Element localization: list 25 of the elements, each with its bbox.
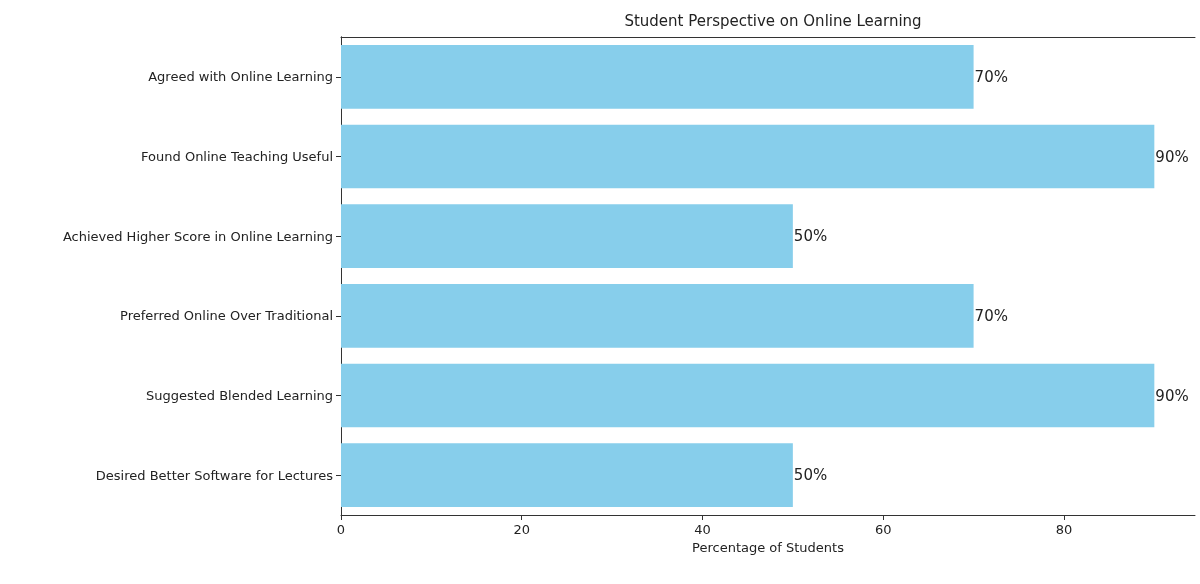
bar <box>341 124 1155 189</box>
chart-title: Student Perspective on Online Learning <box>624 11 922 30</box>
y-tick-label: Agreed with Online Learning <box>148 69 333 85</box>
x-tick-label: 20 <box>513 522 531 537</box>
y-tick-label: Suggested Blended Learning <box>145 388 333 403</box>
y-tick-label: Achieved Higher Score in Online Learning <box>62 228 333 244</box>
bar <box>341 204 793 269</box>
x-tick-label: 0 <box>336 522 346 537</box>
data-label: 50% <box>793 466 828 485</box>
y-tick-label: Found Online Teaching Useful <box>141 149 333 164</box>
bar <box>341 363 1155 428</box>
bar <box>341 443 793 508</box>
x-tick-label: 40 <box>694 522 711 537</box>
x-tick-label: 60 <box>874 522 892 537</box>
y-tick-label: Preferred Online Over Traditional <box>120 308 333 324</box>
data-label: 50% <box>793 227 828 246</box>
x-axis-title: Percentage of Students <box>692 540 845 555</box>
x-tick-label: 80 <box>1055 522 1073 537</box>
y-tick-label: Desired Better Software for Lectures <box>95 467 334 483</box>
data-label: 70% <box>974 306 1008 325</box>
data-label: 90% <box>1155 386 1189 405</box>
bar <box>341 44 974 109</box>
data-label: 90% <box>1155 147 1189 166</box>
bar <box>341 283 974 348</box>
data-label: 70% <box>974 67 1008 86</box>
